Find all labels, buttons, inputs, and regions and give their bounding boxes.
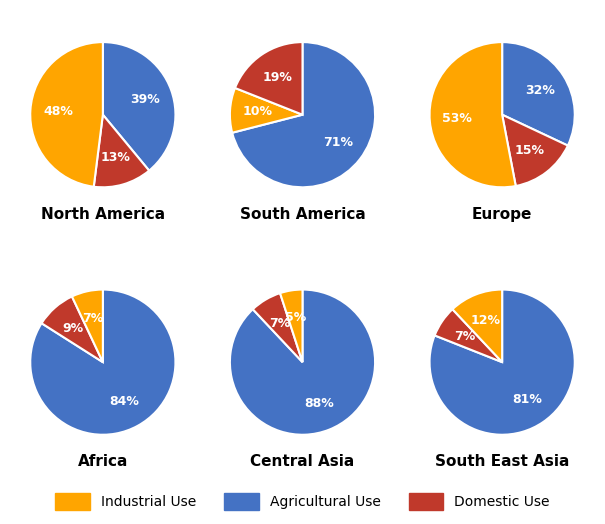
Text: 32%: 32% bbox=[525, 84, 555, 97]
Wedge shape bbox=[502, 115, 568, 186]
Wedge shape bbox=[232, 42, 375, 187]
Text: 13%: 13% bbox=[100, 151, 130, 165]
Text: 12%: 12% bbox=[471, 314, 500, 327]
Wedge shape bbox=[235, 42, 302, 115]
Wedge shape bbox=[230, 88, 302, 133]
Wedge shape bbox=[453, 290, 502, 362]
Text: 53%: 53% bbox=[442, 113, 473, 125]
Wedge shape bbox=[103, 42, 175, 171]
Text: 81%: 81% bbox=[512, 393, 543, 406]
Wedge shape bbox=[94, 115, 149, 187]
Title: Central Asia: Central Asia bbox=[250, 454, 355, 470]
Wedge shape bbox=[230, 290, 375, 435]
Wedge shape bbox=[434, 309, 502, 362]
Text: 19%: 19% bbox=[262, 71, 292, 84]
Text: 48%: 48% bbox=[43, 105, 73, 118]
Wedge shape bbox=[30, 42, 103, 187]
Text: 39%: 39% bbox=[130, 93, 160, 106]
Text: 7%: 7% bbox=[82, 312, 103, 325]
Wedge shape bbox=[30, 290, 175, 435]
Text: 88%: 88% bbox=[304, 398, 334, 410]
Text: 7%: 7% bbox=[454, 330, 476, 343]
Wedge shape bbox=[72, 290, 103, 362]
Wedge shape bbox=[430, 290, 575, 435]
Legend: Industrial Use, Agricultural Use, Domestic Use: Industrial Use, Agricultural Use, Domest… bbox=[48, 486, 557, 517]
Title: South East Asia: South East Asia bbox=[435, 454, 569, 470]
Text: 9%: 9% bbox=[62, 322, 83, 335]
Wedge shape bbox=[430, 42, 515, 187]
Title: South America: South America bbox=[240, 207, 365, 222]
Title: Africa: Africa bbox=[77, 454, 128, 470]
Wedge shape bbox=[253, 293, 302, 362]
Title: North America: North America bbox=[41, 207, 165, 222]
Text: 71%: 71% bbox=[323, 136, 353, 149]
Text: 10%: 10% bbox=[243, 105, 273, 118]
Text: 5%: 5% bbox=[285, 311, 306, 324]
Wedge shape bbox=[280, 290, 302, 362]
Text: 15%: 15% bbox=[515, 144, 544, 157]
Text: 7%: 7% bbox=[269, 317, 290, 330]
Text: 84%: 84% bbox=[110, 395, 140, 408]
Wedge shape bbox=[42, 297, 103, 362]
Wedge shape bbox=[502, 42, 575, 146]
Title: Europe: Europe bbox=[472, 207, 532, 222]
